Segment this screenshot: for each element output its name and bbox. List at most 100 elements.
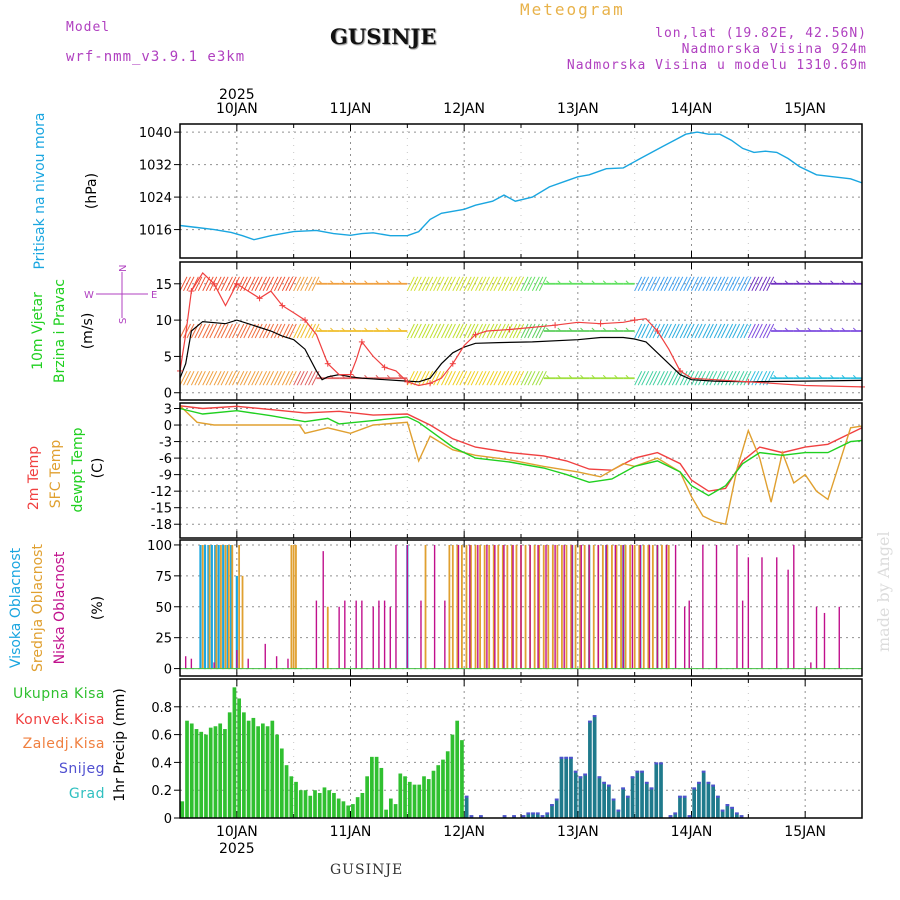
wind-barb (652, 276, 661, 292)
precip-bar (351, 804, 355, 818)
precip-bar (242, 712, 246, 818)
wind-title-1: 10m Vjetar (30, 292, 46, 370)
wind-barb (209, 370, 218, 386)
top-day-label: 14JAN (671, 101, 713, 117)
wind-barb (509, 323, 518, 339)
wind-barb (580, 280, 584, 285)
wind-barb (318, 280, 323, 285)
wind-barb (440, 276, 449, 292)
precip-bar (289, 776, 294, 818)
wind-barb (784, 374, 789, 379)
wind-barb (288, 370, 297, 386)
wind-barb (796, 280, 800, 285)
snow-cap (573, 770, 578, 773)
wind-barb (330, 280, 334, 285)
wind-barb (493, 276, 502, 292)
wind-barb (213, 323, 222, 339)
wind-barb (183, 323, 191, 339)
wind-barb (580, 374, 584, 379)
wind-barb (440, 323, 449, 339)
wind-barb (675, 276, 684, 292)
wind-barb (732, 276, 741, 292)
wind-barb (683, 276, 692, 292)
precip-bar (545, 812, 550, 818)
wind-barb (386, 327, 391, 332)
model-label: Model (66, 20, 111, 35)
wind-barb (304, 276, 313, 292)
wind-barb (625, 327, 630, 332)
wind-barb (743, 276, 752, 292)
meteogram-label: Meteogram (520, 0, 625, 19)
precip-bar (199, 731, 204, 818)
wind-barb (671, 370, 680, 386)
wind-barb (475, 323, 483, 339)
wind-barb (671, 323, 680, 339)
wind-barb (186, 323, 195, 339)
high-cloud-title: Visoka Oblacnost (8, 547, 24, 668)
bottom-day-label: 10JAN (216, 824, 258, 840)
wind-barb (841, 374, 846, 379)
precip-bar (194, 729, 199, 818)
precip-bar (716, 795, 720, 818)
wind-barb (524, 323, 532, 339)
compass-w: W (84, 290, 94, 301)
snow-cap (644, 781, 649, 784)
precip-bar (625, 795, 630, 818)
wind-barb (311, 323, 320, 339)
precip-bar (180, 801, 185, 818)
precip-bar (701, 770, 706, 818)
temp-line-2 (179, 407, 863, 497)
snow-cap (706, 781, 711, 784)
precip-bar (379, 767, 384, 818)
wind-barb (637, 370, 646, 386)
precip-bar (218, 723, 223, 818)
wind-barb (538, 370, 547, 386)
wind-barb (747, 323, 756, 339)
wind-barb (740, 370, 748, 386)
wind-barb (447, 276, 456, 292)
wind-barb (493, 323, 502, 339)
precip-bar (275, 734, 279, 818)
wind-barb (747, 276, 756, 292)
wind-barb (304, 323, 313, 339)
precip-legend-item: Snijeg (59, 761, 105, 777)
wind-barb (634, 276, 643, 292)
wind-barb (725, 323, 734, 339)
wind-barb (186, 276, 195, 292)
wind-barb (288, 276, 297, 292)
wind-barb (698, 323, 706, 339)
wind-barb (220, 323, 229, 339)
precip-bar (621, 787, 625, 818)
wind-barb (220, 276, 229, 292)
precip-bar (261, 723, 265, 818)
wind-barb (709, 276, 718, 292)
wind-barb (691, 323, 699, 339)
precip-bar (298, 790, 303, 818)
snow-cap (526, 812, 531, 815)
precip-bar (332, 792, 336, 818)
wind-barb (239, 323, 248, 339)
snow-cap (678, 795, 682, 798)
precip-bar (431, 770, 436, 818)
wind-barb (300, 276, 309, 292)
wind-barb (285, 276, 294, 292)
precip-bar (417, 784, 422, 818)
snow-cap (734, 812, 739, 815)
wind-barb (413, 323, 422, 339)
wind-barb (720, 276, 729, 292)
wind-barb (266, 276, 275, 292)
wind-barb (444, 323, 453, 339)
wind-barb (705, 370, 714, 386)
snow-cap (479, 815, 483, 818)
snow-cap (616, 809, 621, 812)
wind-barb (516, 370, 525, 386)
panel-border (179, 261, 863, 401)
snow-cap (535, 812, 540, 815)
wind-barb (213, 370, 222, 386)
precip-bar (398, 773, 403, 818)
precip-bar (374, 756, 379, 818)
wind-barb (296, 323, 305, 339)
wind-barb (686, 276, 695, 292)
precip-bar (204, 734, 208, 818)
